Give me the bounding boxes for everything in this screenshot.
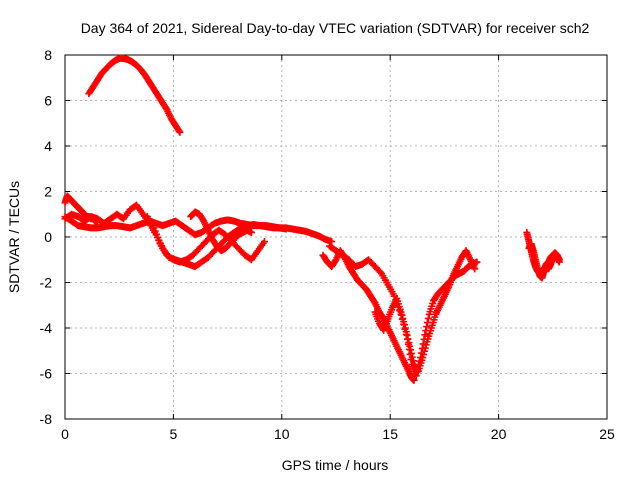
data-point	[421, 331, 429, 339]
y-tick-label: 8	[44, 47, 52, 63]
chart-title: Day 364 of 2021, Sidereal Day-to-day VTE…	[81, 20, 590, 36]
data-point-fill	[422, 341, 430, 349]
data-point-fill	[423, 323, 431, 331]
x-tick-label: 5	[170, 426, 178, 442]
data-point-fill	[151, 227, 159, 235]
series-arc-3	[61, 213, 336, 246]
data-point-fill	[407, 349, 415, 357]
y-tick-label: 2	[44, 184, 52, 200]
series-arc-9	[371, 247, 479, 375]
data-point	[406, 342, 414, 350]
data-point-fill	[400, 318, 408, 326]
y-tick-label: -8	[40, 411, 53, 427]
data-point-fill	[409, 357, 417, 365]
x-axis-label: GPS time / hours	[282, 457, 389, 473]
data-point	[555, 258, 563, 266]
data-point	[282, 225, 290, 233]
x-tick-label: 10	[274, 426, 290, 442]
data-point	[412, 372, 420, 380]
data-point-fill	[405, 339, 413, 347]
data-point	[471, 265, 479, 273]
data-point-fill	[403, 331, 411, 339]
y-axis-label: SDTVAR / TECUs	[6, 181, 22, 293]
series-arc-6	[187, 208, 255, 255]
series-arc-1	[85, 54, 184, 136]
data-point-fill	[398, 311, 406, 319]
y-tick-label: -2	[40, 275, 53, 291]
data-point-fill	[404, 335, 412, 343]
y-tick-label: -6	[40, 366, 53, 382]
data-point	[260, 238, 268, 246]
data-point-fill	[399, 314, 407, 322]
data-points	[61, 54, 563, 384]
data-point-fill	[424, 314, 432, 322]
data-point-fill	[175, 127, 183, 135]
data-point-fill	[152, 230, 160, 238]
grid-lines	[65, 55, 607, 419]
data-point-fill	[421, 344, 429, 352]
data-point	[176, 128, 184, 136]
data-point	[419, 354, 427, 362]
x-tick-label: 0	[61, 426, 69, 442]
data-point-fill	[402, 328, 410, 336]
data-point	[150, 224, 158, 232]
data-point-fill	[420, 347, 428, 355]
data-point-fill	[154, 233, 162, 241]
data-point	[401, 324, 409, 332]
data-point	[397, 308, 405, 316]
x-tick-label: 20	[491, 426, 507, 442]
x-tick-label: 15	[382, 426, 398, 442]
y-tick-label: 6	[44, 93, 52, 109]
data-point-fill	[407, 346, 415, 354]
data-point-fill	[155, 237, 163, 245]
y-tick-label: -4	[40, 320, 53, 336]
x-tick-label: 25	[599, 426, 615, 442]
series-arc-5	[143, 213, 268, 266]
data-point-fill	[376, 268, 384, 276]
y-tick-label: 4	[44, 138, 52, 154]
data-point-fill	[420, 350, 428, 358]
data-point-fill	[408, 353, 416, 361]
data-point	[328, 238, 336, 246]
data-point-fill	[401, 321, 409, 329]
series-arc-11	[525, 240, 563, 282]
data-point	[247, 228, 255, 236]
y-tick-label: 0	[44, 229, 52, 245]
axis-ticks: 0 5 10 15 20 25 -8 -6 -4 -2 0 2 4 6 8	[40, 47, 615, 442]
data-point	[410, 376, 418, 384]
